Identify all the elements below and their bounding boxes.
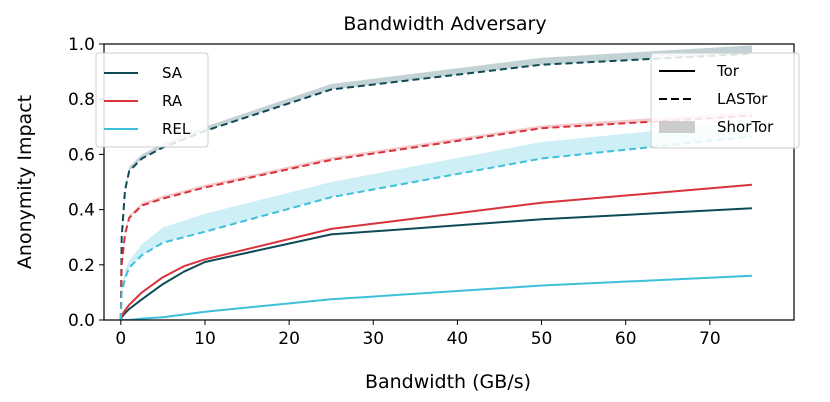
- legend-label-shortor: ShorTor: [717, 118, 774, 136]
- legend-label-rel: REL: [162, 120, 191, 138]
- x-tick-label: 40: [447, 329, 469, 349]
- x-tick-label: 20: [278, 329, 300, 349]
- plot-frame: [103, 43, 795, 321]
- legends: SA RA REL Tor LASTor ShorTor: [95, 52, 800, 149]
- x-tick-label: 50: [531, 329, 553, 349]
- line-rel-lastor: [119, 135, 753, 320]
- axes: 0 10 20 30 40 50 60 70 0.0 0.2 0.4 0.6 0.8 1.0: [68, 35, 795, 349]
- y-tick-label: 0.6: [68, 145, 95, 165]
- x-tick-label: 10: [194, 329, 216, 349]
- x-axis-label: Bandwidth (GB/s): [365, 371, 531, 393]
- legend-label-ra: RA: [162, 92, 183, 110]
- line-sa-tor: [119, 207, 752, 320]
- legend-label-lastor: LASTor: [717, 90, 768, 108]
- line-ra-lastor: [119, 114, 752, 320]
- legend-adversary: [95, 52, 209, 148]
- y-tick-label: 0.8: [68, 90, 95, 110]
- band-rel-shortor: [120, 121, 752, 320]
- line-ra-tor: [119, 183, 752, 320]
- y-tick-label: 0.2: [68, 256, 95, 276]
- y-axis-label: Anonymity Impact: [14, 95, 36, 269]
- y-tick-label: 0.0: [68, 311, 95, 331]
- x-tick-label: 0: [115, 329, 126, 349]
- x-tick-label: 70: [699, 329, 721, 349]
- chart-title: Bandwidth Adversary: [343, 13, 546, 35]
- y-tick-label: 1.0: [68, 35, 95, 55]
- x-tick-label: 60: [615, 329, 637, 349]
- legend-label-sa: SA: [162, 64, 183, 82]
- line-rel-tor: [120, 274, 752, 320]
- legend-label-tor: Tor: [716, 62, 740, 80]
- y-tick-label: 0.4: [68, 201, 95, 221]
- legend-swatch-shortor: [659, 121, 695, 133]
- x-tick-label: 30: [362, 329, 384, 349]
